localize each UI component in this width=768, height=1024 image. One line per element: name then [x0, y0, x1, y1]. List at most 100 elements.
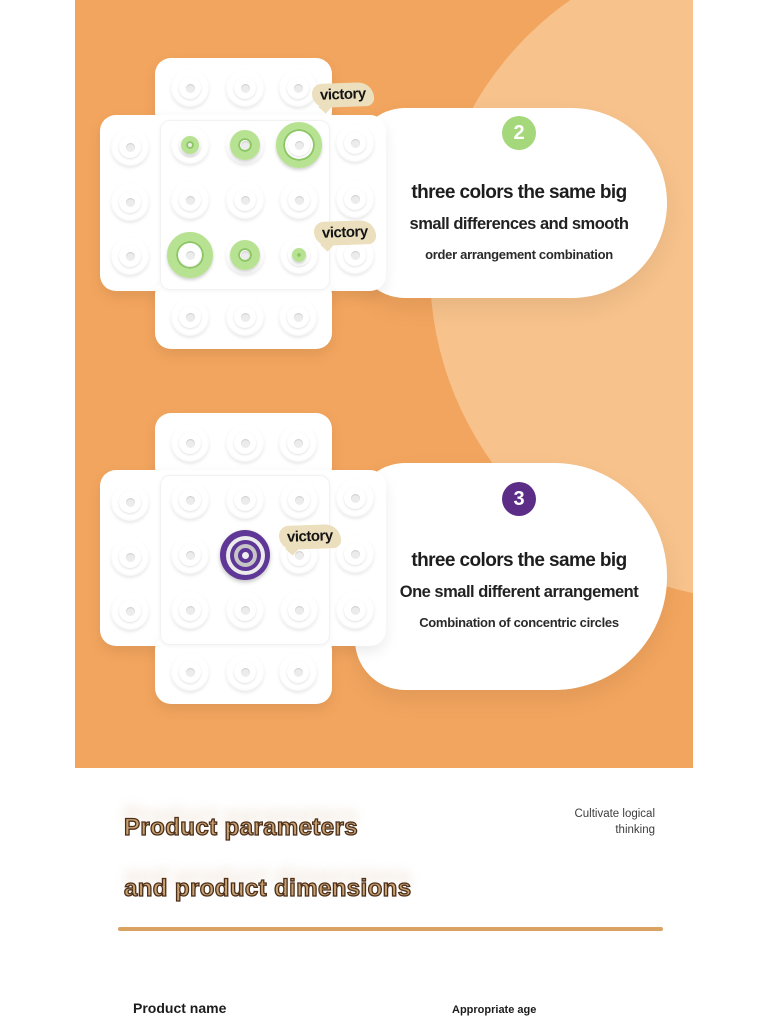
- board-spot-ring: [287, 432, 309, 454]
- board-spot: [280, 591, 318, 629]
- board-spot-ring: [344, 543, 366, 565]
- ring-piece-green: [292, 248, 306, 262]
- info-card-step-3: 3 three colors the same big One small di…: [355, 463, 667, 690]
- board-spot-dot: [294, 605, 304, 615]
- board-spot-ring: [344, 244, 366, 266]
- board-spot-dot: [350, 250, 360, 260]
- board-spot-ring: [119, 546, 141, 568]
- board-spot: [171, 181, 209, 219]
- board-spot-dot: [240, 605, 250, 615]
- board-spot: [280, 481, 318, 519]
- board-spot-ring: [179, 306, 201, 328]
- victory-bubble: victory: [278, 523, 342, 551]
- board-spot: [226, 424, 264, 462]
- divider-line: [118, 927, 663, 931]
- board-spot-dot: [185, 83, 195, 93]
- section-heading: Product parameters and product dimension…: [123, 813, 412, 903]
- board-spot-dot: [125, 251, 135, 261]
- board-spot-ring: [234, 599, 256, 621]
- orange-panel: 2 three colors the same big small differ…: [75, 0, 693, 768]
- board-spot-ring: [288, 599, 310, 621]
- board-spot-dot: [350, 549, 360, 559]
- board-spot-ring: [179, 189, 201, 211]
- game-board-bottom: [100, 413, 386, 704]
- board-spot-dot: [125, 606, 135, 616]
- board-spot-dot: [350, 194, 360, 204]
- ring-piece-green: [230, 130, 260, 160]
- appropriate-age-label: Appropriate age: [452, 1004, 537, 1016]
- board-spot-dot: [293, 438, 303, 448]
- board-spot-dot: [240, 438, 250, 448]
- board-spot: [279, 653, 317, 691]
- board-spot-dot: [185, 550, 195, 560]
- board-spot-dot: [240, 312, 250, 322]
- board-spot-ring: [234, 306, 256, 328]
- victory-bubble: victory: [313, 219, 377, 247]
- concentric-piece-purple: [241, 551, 249, 559]
- board-spot-ring: [179, 661, 201, 683]
- footer-section: Product parameters and product dimension…: [0, 768, 768, 1024]
- board-spot-ring: [287, 77, 309, 99]
- side-note: Cultivate logical thinking: [574, 806, 655, 838]
- board-spot: [226, 481, 264, 519]
- board-spot: [226, 591, 264, 629]
- board-spot: [280, 181, 318, 219]
- board-spot: [111, 483, 149, 521]
- board-spot: [336, 535, 374, 573]
- board-spot: [171, 298, 209, 336]
- board-spot: [111, 592, 149, 630]
- board-spot-dot: [293, 667, 303, 677]
- victory-bubble: victory: [311, 81, 375, 109]
- side-note-line-1: Cultivate logical: [574, 808, 655, 820]
- board-spot-dot: [350, 605, 360, 615]
- board-spot-dot: [293, 312, 303, 322]
- card-title: three colors the same big: [411, 550, 627, 571]
- board-spot: [171, 481, 209, 519]
- board-spot: [111, 237, 149, 275]
- card-caption: order arrangement combination: [425, 247, 613, 262]
- ring-piece-green: [181, 136, 199, 154]
- board-spot-dot: [350, 138, 360, 148]
- board-spot: [336, 124, 374, 162]
- board-spot: [226, 653, 264, 691]
- board-spot-dot: [240, 495, 250, 505]
- board-spot: [336, 591, 374, 629]
- card-subtitle: small differences and smooth: [409, 215, 629, 233]
- board-spot: [279, 298, 317, 336]
- heading-line-1: Product parameters: [123, 813, 358, 841]
- board-spot-dot: [294, 195, 304, 205]
- board-spot-ring: [179, 599, 201, 621]
- board-spot-dot: [185, 667, 195, 677]
- board-spot-dot: [125, 197, 135, 207]
- board-spot-dot: [185, 438, 195, 448]
- board-spot-ring: [344, 487, 366, 509]
- board-spot-dot: [185, 195, 195, 205]
- board-spot-ring: [119, 600, 141, 622]
- board-spot: [171, 424, 209, 462]
- board-spot-ring: [288, 489, 310, 511]
- board-spot-ring: [288, 189, 310, 211]
- board-spot: [279, 69, 317, 107]
- board-spot-dot: [125, 552, 135, 562]
- board-spot-ring: [234, 661, 256, 683]
- ring-piece-green: [230, 240, 260, 270]
- card-title: three colors the same big: [411, 182, 627, 203]
- board-spot-dot: [240, 667, 250, 677]
- board-spot: [111, 538, 149, 576]
- board-spot-ring: [119, 136, 141, 158]
- board-spot-dot: [240, 195, 250, 205]
- heading-line-2: and product dimensions: [123, 874, 412, 902]
- board-spot: [279, 424, 317, 462]
- step-number-badge: 3: [502, 482, 536, 516]
- board-spot-ring: [344, 599, 366, 621]
- product-name-label: Product name: [133, 1000, 227, 1016]
- board-spot-ring: [179, 489, 201, 511]
- board-spot-ring: [287, 306, 309, 328]
- board-spot-ring: [234, 489, 256, 511]
- board-spot: [171, 653, 209, 691]
- board-spot-dot: [350, 493, 360, 503]
- board-spot: [336, 180, 374, 218]
- board-spot: [226, 298, 264, 336]
- board-spot-dot: [125, 142, 135, 152]
